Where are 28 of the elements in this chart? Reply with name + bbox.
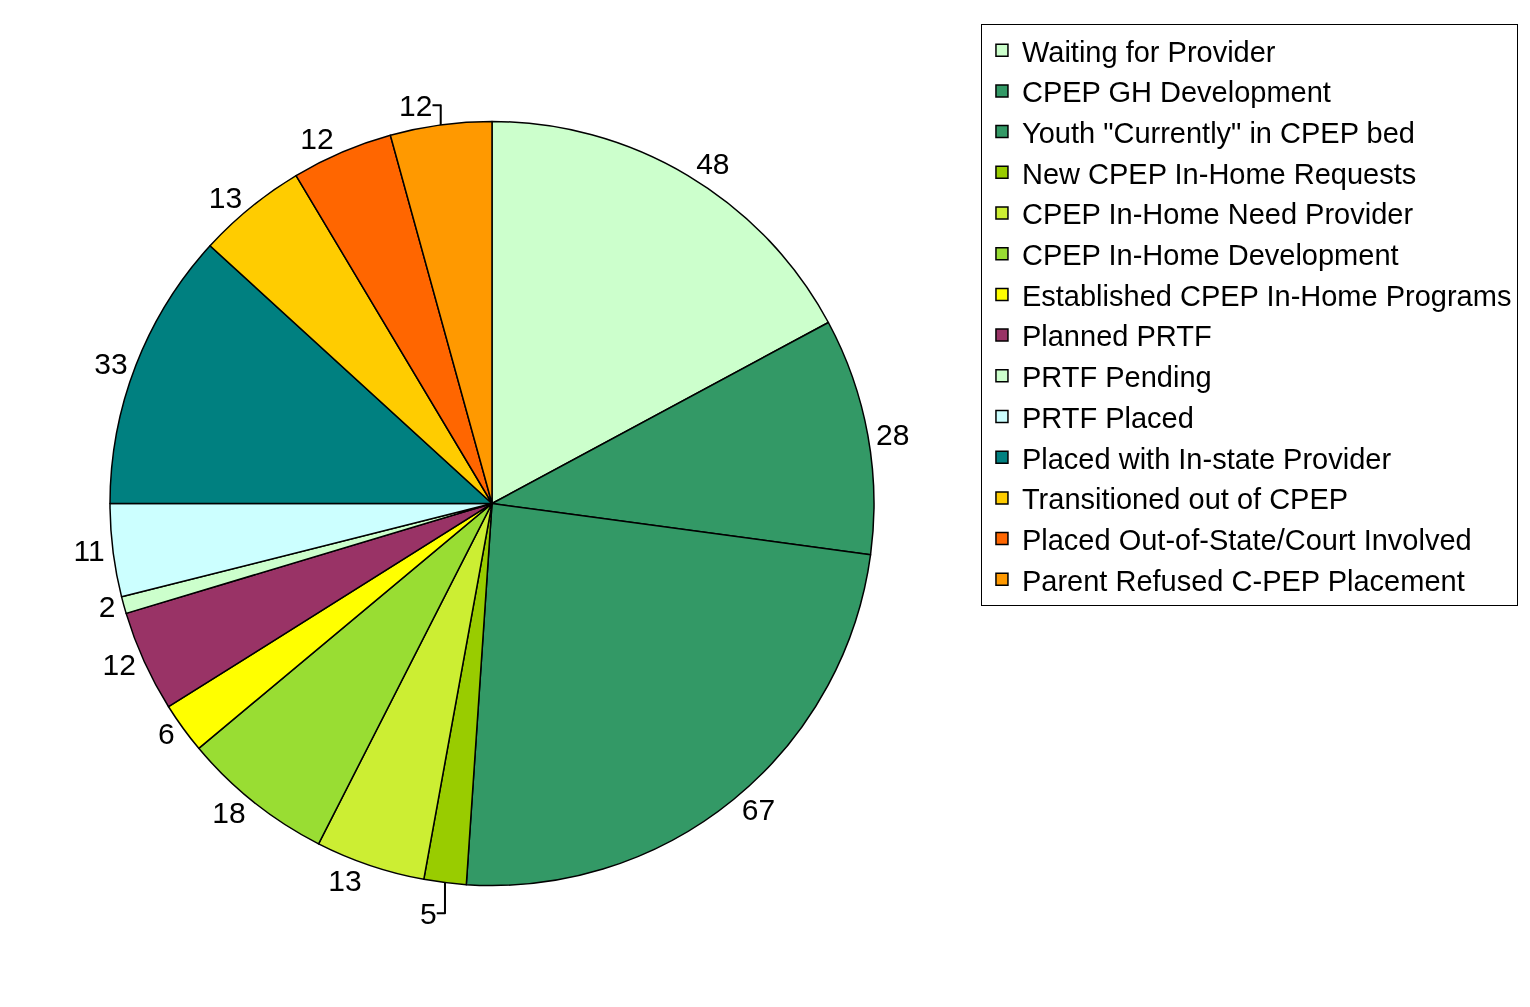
legend-label: CPEP GH Development — [1021, 76, 1331, 109]
legend-label: Established CPEP In-Home Programs — [1021, 279, 1512, 312]
legend-label: Parent Refused C-PEP Placement — [1021, 564, 1465, 597]
data-label: 18 — [212, 795, 246, 829]
data-label: 48 — [696, 146, 730, 180]
legend-label: Youth "Currently" in CPEP bed — [1021, 116, 1415, 149]
legend-label: Transitioned out of CPEP — [1021, 483, 1349, 516]
data-label: 13 — [328, 863, 362, 897]
legend-label: New CPEP In-Home Requests — [1021, 157, 1417, 190]
legend-label: CPEP In-Home Development — [1021, 239, 1399, 271]
legend-label: Waiting for Provider — [1021, 35, 1276, 68]
data-label: 11 — [73, 534, 105, 568]
legend-label: Placed with In-state Provider — [1021, 442, 1392, 475]
data-label: 5 — [420, 896, 437, 930]
data-label: 12 — [399, 88, 433, 122]
data-label: 33 — [94, 346, 128, 380]
legend-label: Placed Out-of-State/Court Involved — [1021, 523, 1472, 556]
legend-label: Planned PRTF — [1021, 320, 1212, 353]
data-label: 28 — [876, 418, 910, 452]
legend-label: PRTF Pending — [1021, 361, 1212, 394]
legend-label: PRTF Placed — [1021, 401, 1194, 434]
data-label: 13 — [208, 181, 243, 215]
data-label: 2 — [98, 589, 116, 623]
data-label: 67 — [741, 792, 776, 826]
data-label: 6 — [158, 717, 175, 751]
legend-label: CPEP In-Home Need Provider — [1021, 198, 1414, 231]
data-label: 12 — [102, 647, 136, 681]
data-label: 12 — [300, 121, 334, 155]
